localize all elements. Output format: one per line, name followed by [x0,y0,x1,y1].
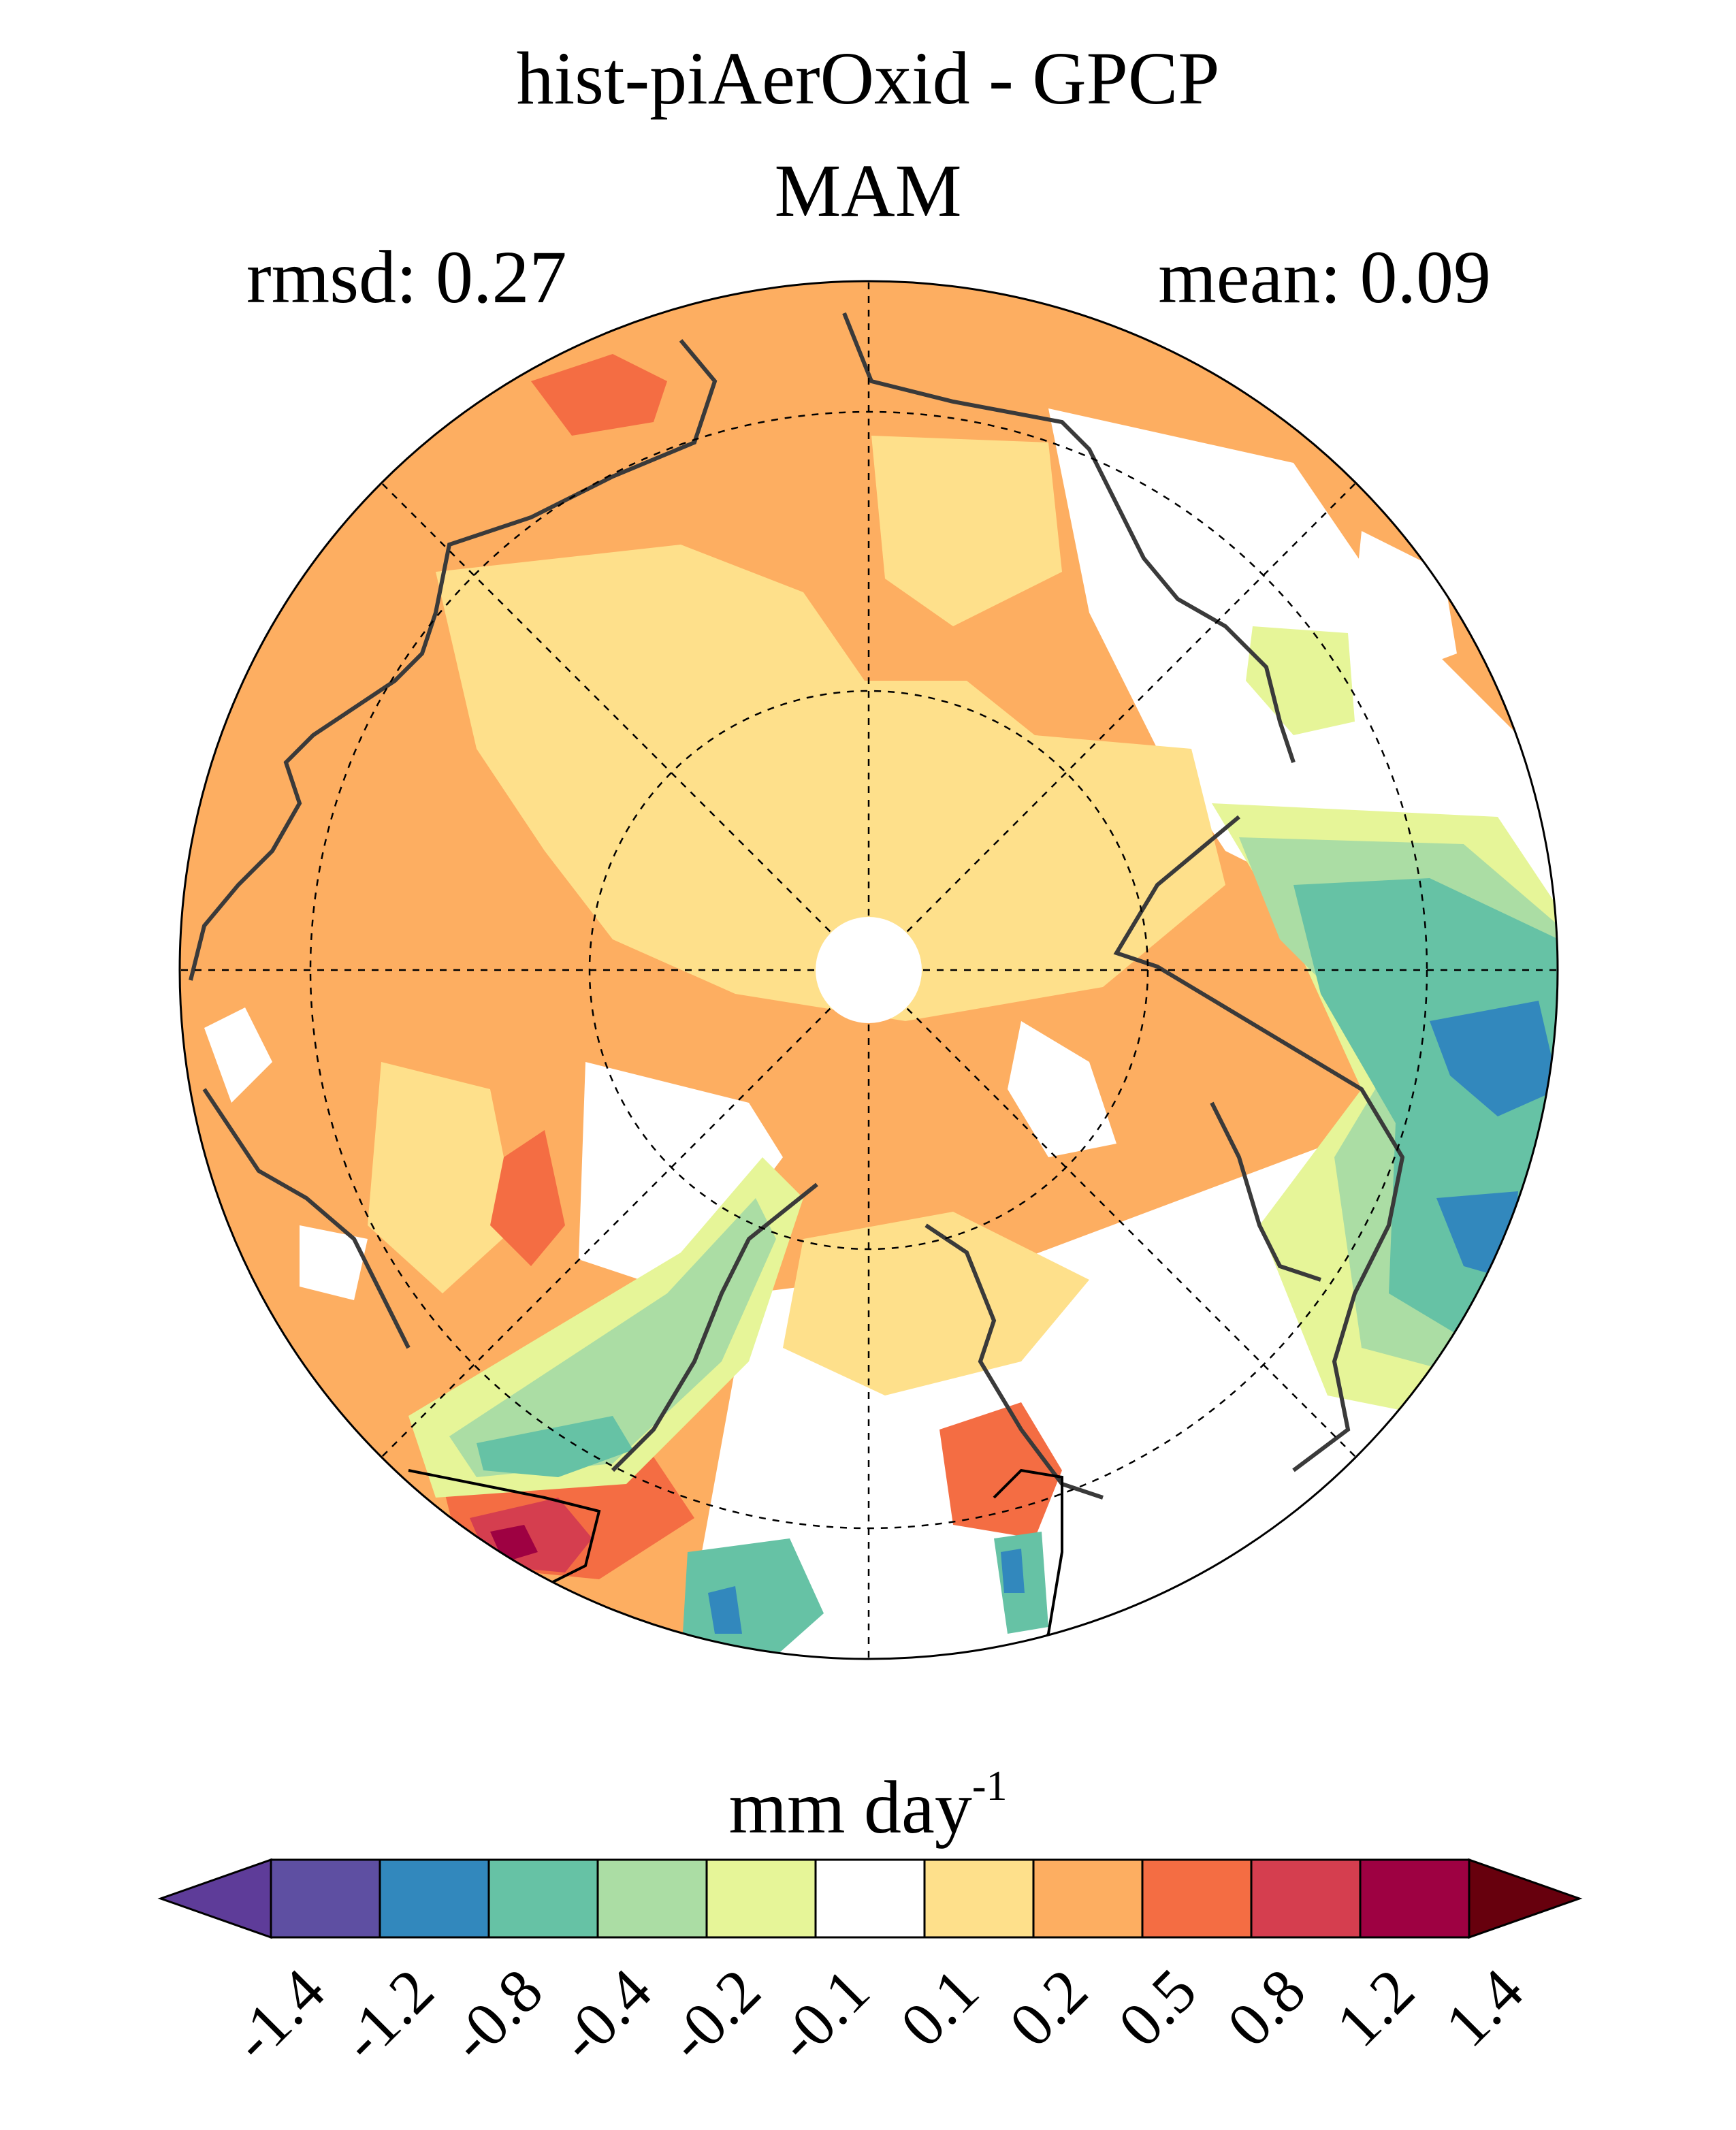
field-white-atl [579,1062,783,1293]
field-teal-s2 [681,1538,824,1659]
meridian-45a [868,482,1357,971]
colorbar-swatch [596,1858,708,1939]
field-teal-s1 [477,1416,633,1477]
colorbar-swatch [1359,1858,1470,1939]
coastline-layer [189,312,1405,1500]
colorbar-swatch [487,1858,599,1939]
field-white-far-w [204,1007,272,1103]
colorbar-swatch [1032,1858,1144,1939]
graticule [180,281,1558,1659]
coast-scandinavia [611,1182,818,1472]
field-blue-s3 [1001,1549,1025,1593]
colorbar-units: mm day-1 [0,1765,1736,1845]
coast-peninsula [1210,1101,1321,1282]
field-light-orange-west [368,1062,517,1293]
colorbar-swatch [814,1858,926,1939]
map-title: hist-piAerOxid - GPCP [516,37,1220,120]
coast-eurasia-n [842,312,1296,763]
field-light-orange-north [871,436,1062,626]
field-red-orange-w [490,1130,565,1266]
field-blue-s [708,1586,742,1634]
mean-stat: mean: 0.09 [1158,236,1491,319]
field-light-orange-arctic [436,545,1225,1021]
polar-precip-map [178,280,1559,1660]
colorbar-swatch [1141,1858,1253,1939]
colorbar-extend-high [1468,1858,1583,1939]
colorbar-swatch [705,1858,817,1939]
units-text: mm day [728,1766,972,1849]
units-exponent: -1 [971,1763,1008,1809]
colorbar-swatch [923,1858,1035,1939]
meridian-45b [381,482,869,971]
field-white-w2 [300,1225,368,1300]
field-light-orange-south [783,1212,1089,1395]
colorbar-swatch [1250,1858,1362,1939]
colorbar-swatch [270,1858,381,1939]
season-label: MAM [774,149,962,232]
field-green-s [449,1198,776,1477]
colorbar-extend-low [157,1858,272,1939]
coast-siberia [1113,815,1405,1472]
meridian-45d [381,969,869,1458]
rmsd-stat: rmsd: 0.27 [246,236,567,319]
field-red-orange-nw [531,354,667,436]
meridian-45c [868,969,1357,1458]
field-light-green-e [1246,626,1355,735]
field-white-gap [1008,1021,1116,1157]
field-blue-e [1430,1001,1558,1116]
colorbar-swatch [379,1858,490,1939]
pole-mask [816,917,922,1023]
coast-canada [202,1088,411,1349]
coast-greenland [189,339,718,981]
map-border [178,280,1559,1660]
